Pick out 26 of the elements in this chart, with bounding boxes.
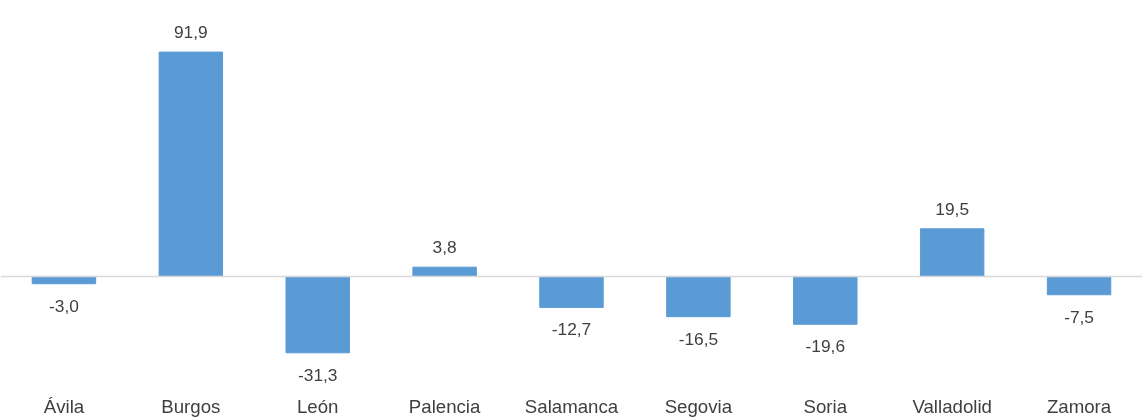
bar	[412, 266, 477, 277]
bar	[1046, 275, 1112, 296]
data-label: -3,0	[49, 295, 79, 316]
x-tick-label: León	[296, 395, 339, 417]
x-tick-label: Valladolid	[912, 395, 992, 417]
x-tick-label: Zamora	[1046, 395, 1112, 417]
bar	[793, 275, 858, 325]
data-label: -12,7	[551, 319, 592, 340]
x-tick-label: Soria	[803, 395, 848, 417]
bar	[158, 51, 224, 277]
data-label: -31,3	[297, 364, 338, 385]
x-tick-label: Segovia	[664, 395, 733, 417]
data-label: -19,6	[805, 336, 846, 357]
data-label: 3,8	[432, 237, 457, 258]
bar	[919, 228, 985, 277]
bar	[285, 275, 350, 354]
x-tick-label: Ávila	[43, 395, 85, 417]
bar	[539, 275, 604, 308]
data-label: 19,5	[935, 198, 970, 219]
x-tick-label: Palencia	[408, 395, 482, 417]
data-label: -16,5	[678, 328, 719, 349]
data-label: 91,9	[173, 22, 208, 43]
x-tick-label: Salamanca	[524, 395, 619, 417]
bar	[666, 275, 731, 318]
data-label: -7,5	[1064, 306, 1094, 327]
x-tick-label: Burgos	[161, 395, 221, 417]
